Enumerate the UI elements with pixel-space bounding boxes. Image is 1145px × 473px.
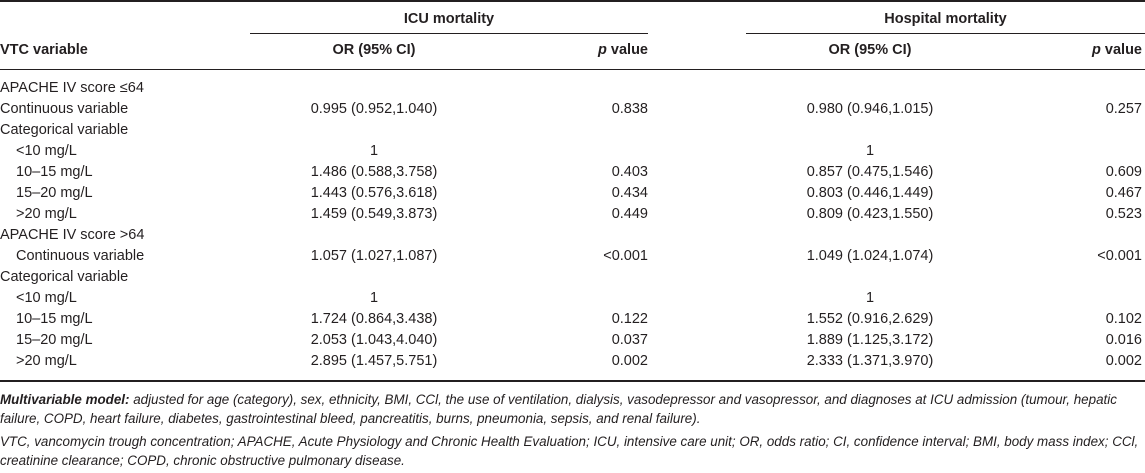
value-word: value	[606, 42, 648, 58]
table-row: Continuous variable 0.995 (0.952,1.040) …	[0, 100, 1145, 121]
footnote-model-text: adjusted for age (category), sex, ethnic…	[0, 392, 1117, 426]
p-letter: p	[598, 42, 607, 58]
col-header-p-hosp: p value	[1092, 41, 1142, 59]
row-label: 10–15 mg/L	[16, 164, 93, 180]
p-hosp: 0.523	[1105, 206, 1142, 222]
footnote-model-label: Multivariable model:	[0, 392, 130, 407]
table-row: 10–15 mg/L 1.724 (0.864,3.438) 0.122 1.5…	[0, 310, 1145, 331]
or-icu: 1.057 (1.027,1.087)	[310, 248, 438, 264]
table-row: APACHE IV score >64	[0, 226, 1145, 247]
col-header-variable: VTC variable	[0, 42, 88, 58]
table-top-rule	[0, 0, 1145, 2]
row-label: Continuous variable	[0, 101, 129, 117]
p-hosp: 0.609	[1105, 164, 1142, 180]
p-hosp: 0.102	[1105, 311, 1142, 327]
or-hosp: 0.857 (0.475,1.546)	[806, 164, 934, 180]
or-hosp: 2.333 (1.371,3.970)	[806, 353, 934, 369]
row-label: Continuous variable	[16, 248, 145, 264]
table-row: >20 mg/L 2.895 (1.457,5.751) 0.002 2.333…	[0, 352, 1145, 373]
row-label: APACHE IV score ≤64	[0, 80, 144, 96]
col-header-or-icu: OR (95% CI)	[332, 42, 416, 58]
table-row: 15–20 mg/L 2.053 (1.043,4.040) 0.037 1.8…	[0, 331, 1145, 352]
row-label: Categorical variable	[0, 269, 129, 285]
or-hosp: 0.980 (0.946,1.015)	[806, 101, 934, 117]
p-icu: 0.449	[611, 206, 648, 222]
p-hosp: 0.467	[1105, 185, 1142, 201]
or-hosp: 1.889 (1.125,3.172)	[806, 332, 934, 348]
table-row: 10–15 mg/L 1.486 (0.588,3.758) 0.403 0.8…	[0, 163, 1145, 184]
p-hosp: 0.257	[1105, 101, 1142, 117]
p-icu: <0.001	[603, 248, 648, 264]
p-icu: 0.838	[611, 101, 648, 117]
table-row: >20 mg/L 1.459 (0.549,3.873) 0.449 0.809…	[0, 205, 1145, 226]
or-icu: 2.895 (1.457,5.751)	[310, 353, 438, 369]
group-header-icu: ICU mortality	[403, 11, 495, 27]
or-hosp: 0.809 (0.423,1.550)	[806, 206, 934, 222]
group-rule-hospital	[746, 33, 1145, 34]
group-header-hospital: Hospital mortality	[884, 11, 1007, 27]
p-hosp: 0.002	[1105, 353, 1142, 369]
or-hosp: 1	[865, 290, 875, 306]
or-icu: 1.486 (0.588,3.758)	[310, 164, 438, 180]
col-header-or-hosp: OR (95% CI)	[828, 42, 912, 58]
row-label: >20 mg/L	[16, 206, 77, 222]
header-bottom-rule	[0, 69, 1145, 70]
or-icu: 1	[369, 143, 379, 159]
or-hosp: 0.803 (0.446,1.449)	[806, 185, 934, 201]
p-letter: p	[1092, 42, 1101, 58]
table-row: Categorical variable	[0, 268, 1145, 289]
row-label: 15–20 mg/L	[16, 332, 93, 348]
table-row: APACHE IV score ≤64	[0, 79, 1145, 100]
row-label: 10–15 mg/L	[16, 311, 93, 327]
p-icu: 0.434	[611, 185, 648, 201]
footnote-abbreviations: VTC, vancomycin trough concentration; AP…	[0, 434, 1139, 468]
row-label: >20 mg/L	[16, 353, 77, 369]
or-icu: 1.724 (0.864,3.438)	[310, 311, 438, 327]
table-row: Categorical variable	[0, 121, 1145, 142]
table-row: <10 mg/L 1 1	[0, 142, 1145, 163]
or-icu: 1.459 (0.549,3.873)	[310, 206, 438, 222]
p-icu: 0.122	[611, 311, 648, 327]
table-row: 15–20 mg/L 1.443 (0.576,3.618) 0.434 0.8…	[0, 184, 1145, 205]
p-icu: 0.403	[611, 164, 648, 180]
col-header-p-icu: p value	[598, 41, 648, 59]
p-hosp: 0.016	[1105, 332, 1142, 348]
table-bottom-rule	[0, 380, 1145, 382]
or-icu: 0.995 (0.952,1.040)	[310, 101, 438, 117]
row-label: <10 mg/L	[16, 290, 77, 306]
p-hosp: <0.001	[1097, 248, 1142, 264]
row-label: 15–20 mg/L	[16, 185, 93, 201]
row-label: Categorical variable	[0, 122, 129, 138]
row-label: <10 mg/L	[16, 143, 77, 159]
or-hosp: 1.552 (0.916,2.629)	[806, 311, 934, 327]
or-icu: 1	[369, 290, 379, 306]
or-icu: 1.443 (0.576,3.618)	[310, 185, 438, 201]
p-icu: 0.037	[611, 332, 648, 348]
table-row: <10 mg/L 1 1	[0, 289, 1145, 310]
or-icu: 2.053 (1.043,4.040)	[310, 332, 438, 348]
or-hosp: 1	[865, 143, 875, 159]
footnote-model: Multivariable model: adjusted for age (c…	[0, 390, 1140, 428]
row-label: APACHE IV score >64	[0, 227, 145, 243]
table-row: Continuous variable 1.057 (1.027,1.087) …	[0, 247, 1145, 268]
group-rule-icu	[250, 33, 648, 34]
or-hosp: 1.049 (1.024,1.074)	[806, 248, 934, 264]
value-word: value	[1100, 42, 1142, 58]
p-icu: 0.002	[611, 353, 648, 369]
